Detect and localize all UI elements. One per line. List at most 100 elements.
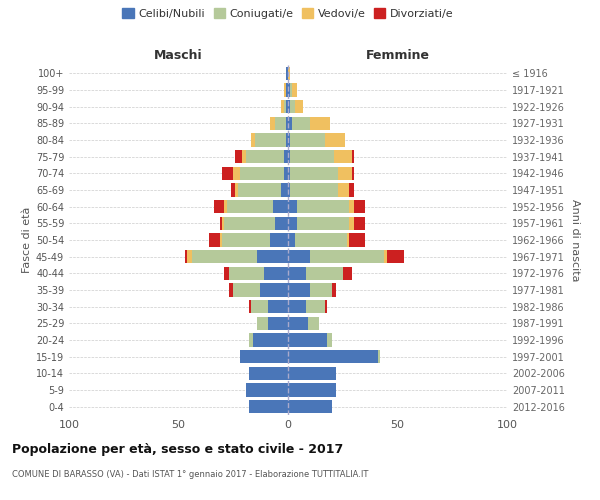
Bar	[240, 166, 284, 180]
Bar	[260, 284, 288, 296]
Bar	[275, 216, 288, 230]
Bar	[343, 266, 352, 280]
Bar	[191, 250, 257, 264]
Bar	[290, 100, 295, 114]
Bar	[268, 300, 288, 314]
Bar	[248, 300, 251, 314]
Bar	[223, 166, 233, 180]
Bar	[288, 184, 290, 196]
Bar	[347, 234, 349, 246]
Bar	[220, 234, 222, 246]
Bar	[338, 166, 352, 180]
Bar	[209, 234, 220, 246]
Bar	[288, 150, 290, 164]
Bar	[251, 300, 268, 314]
Bar	[288, 216, 297, 230]
Text: Femmine: Femmine	[365, 48, 430, 62]
Bar	[349, 234, 365, 246]
Bar	[248, 334, 253, 346]
Bar	[286, 66, 288, 80]
Bar	[310, 284, 332, 296]
Bar	[271, 116, 275, 130]
Text: Maschi: Maschi	[154, 48, 203, 62]
Y-axis label: Anni di nascita: Anni di nascita	[570, 198, 580, 281]
Bar	[281, 184, 288, 196]
Bar	[325, 300, 328, 314]
Bar	[281, 100, 284, 114]
Bar	[235, 150, 242, 164]
Bar	[233, 284, 260, 296]
Bar	[290, 84, 292, 96]
Bar	[288, 366, 336, 380]
Bar	[214, 200, 224, 213]
Bar	[223, 234, 271, 246]
Bar	[187, 250, 191, 264]
Legend: Celibi/Nubili, Coniugati/e, Vedovi/e, Divorziati/e: Celibi/Nubili, Coniugati/e, Vedovi/e, Di…	[122, 8, 454, 19]
Bar	[386, 250, 404, 264]
Bar	[288, 100, 290, 114]
Bar	[253, 334, 288, 346]
Bar	[286, 116, 288, 130]
Bar	[349, 200, 354, 213]
Bar	[233, 166, 240, 180]
Bar	[292, 84, 297, 96]
Bar	[286, 84, 288, 96]
Bar	[288, 84, 290, 96]
Bar	[305, 266, 343, 280]
Bar	[222, 216, 224, 230]
Bar	[247, 384, 288, 396]
Bar	[257, 250, 288, 264]
Bar	[295, 234, 347, 246]
Bar	[310, 116, 329, 130]
Bar	[338, 184, 349, 196]
Bar	[286, 100, 288, 114]
Bar	[231, 184, 235, 196]
Bar	[292, 116, 310, 130]
Bar	[288, 166, 290, 180]
Bar	[352, 166, 354, 180]
Bar	[288, 66, 290, 80]
Bar	[288, 200, 297, 213]
Bar	[251, 134, 255, 146]
Bar	[284, 166, 288, 180]
Bar	[328, 334, 332, 346]
Bar	[288, 266, 305, 280]
Bar	[185, 250, 187, 264]
Bar	[290, 134, 325, 146]
Bar	[352, 150, 354, 164]
Bar	[229, 266, 264, 280]
Bar	[297, 200, 349, 213]
Bar	[240, 350, 288, 364]
Bar	[257, 316, 268, 330]
Bar	[272, 200, 288, 213]
Bar	[235, 184, 238, 196]
Bar	[255, 134, 286, 146]
Bar	[308, 316, 319, 330]
Bar	[305, 300, 325, 314]
Bar	[310, 250, 385, 264]
Bar	[288, 334, 328, 346]
Bar	[286, 134, 288, 146]
Bar	[288, 116, 292, 130]
Bar	[288, 350, 378, 364]
Bar	[284, 100, 286, 114]
Bar	[349, 184, 354, 196]
Bar	[238, 184, 281, 196]
Bar	[220, 216, 222, 230]
Bar	[332, 284, 336, 296]
Bar	[247, 150, 284, 164]
Bar	[227, 200, 272, 213]
Bar	[385, 250, 386, 264]
Bar	[284, 84, 286, 96]
Bar	[325, 134, 345, 146]
Bar	[288, 234, 295, 246]
Bar	[334, 150, 352, 164]
Bar	[284, 150, 288, 164]
Bar	[354, 216, 365, 230]
Bar	[290, 184, 338, 196]
Bar	[288, 284, 310, 296]
Bar	[229, 284, 233, 296]
Bar	[288, 300, 305, 314]
Bar	[224, 266, 229, 280]
Bar	[290, 166, 338, 180]
